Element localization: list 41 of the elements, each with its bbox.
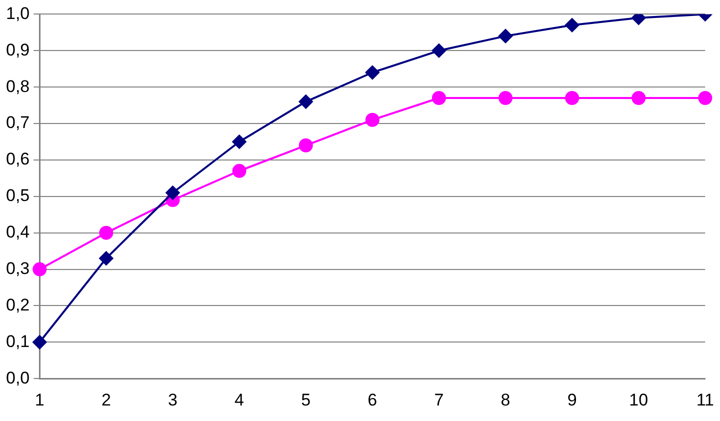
point <box>99 251 114 266</box>
y-tick-label: 0,9 <box>6 40 30 60</box>
point <box>632 91 646 106</box>
point <box>32 335 47 350</box>
point <box>298 94 313 109</box>
y-tick-label: 0,7 <box>6 113 30 132</box>
x-tick-label: 10 <box>629 390 648 410</box>
point <box>232 164 246 178</box>
point <box>565 18 580 32</box>
point <box>365 66 380 80</box>
x-tick-label: 7 <box>434 390 444 410</box>
y-tick-label: 0,2 <box>6 295 30 314</box>
x-tick-label: 6 <box>368 390 378 410</box>
point <box>166 186 180 200</box>
point <box>365 112 380 127</box>
y-tick-label: 0,6 <box>6 150 30 169</box>
point <box>232 134 246 149</box>
x-tick-label: 11 <box>696 390 714 410</box>
point <box>99 226 114 240</box>
y-tick-label: 0,8 <box>6 76 30 96</box>
point <box>498 29 513 44</box>
y-tick-label: 0,5 <box>6 186 30 206</box>
point <box>565 91 580 106</box>
point <box>698 91 712 106</box>
x-tick-label: 8 <box>500 390 510 410</box>
point <box>432 44 446 58</box>
y-tick-label: 0,1 <box>6 332 30 351</box>
point <box>498 91 513 106</box>
y-tick-label: 0,3 <box>6 258 30 278</box>
x-tick-label: 9 <box>567 390 577 410</box>
x-tick-label: 5 <box>301 390 311 410</box>
point <box>298 138 313 152</box>
x-tick-label: 1 <box>34 390 44 410</box>
y-tick-label: 0,0 <box>6 368 30 388</box>
x-tick-label: 2 <box>101 390 111 410</box>
x-tick-label: 3 <box>168 390 178 410</box>
x-tick-label: 4 <box>234 390 244 410</box>
point <box>32 262 47 276</box>
y-tick-label: 1,0 <box>6 4 30 23</box>
y-tick-label: 0,4 <box>6 222 30 242</box>
point <box>432 91 446 106</box>
